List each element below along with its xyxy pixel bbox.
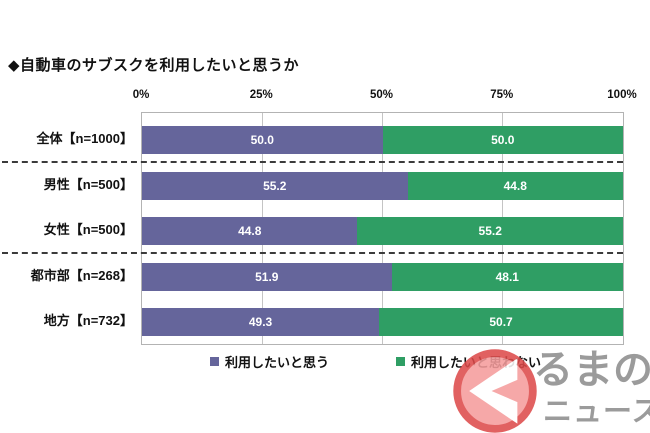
bar-segment: 55.2: [142, 171, 408, 200]
x-axis-tick: 75%: [490, 89, 514, 101]
bar-segment: 50.0: [142, 126, 383, 154]
x-axis-tick: 25%: [249, 89, 273, 101]
bar-value-label: 49.3: [248, 315, 273, 329]
bar-value-label: 44.8: [238, 224, 262, 238]
bar-row: 49.3 50.7: [142, 308, 623, 336]
bar-value-label: 51.9: [255, 269, 279, 284]
bar-segment: 51.9: [142, 262, 392, 291]
bar-row: 55.2 44.8: [142, 171, 623, 200]
x-axis-tick: 0%: [132, 89, 150, 101]
legend-item: 利用したいと思わない: [396, 352, 541, 371]
bar-segment: 50.7: [379, 308, 623, 336]
chart-title: ◆自動車のサブスクを利用したいと思うか: [8, 57, 300, 74]
x-axis-tick: 50%: [369, 89, 394, 101]
group-separator: [2, 160, 623, 163]
legend-swatch-icon: [396, 357, 405, 366]
bar-row: 50.0 50.0: [142, 126, 623, 154]
legend-label: 利用したいと思わない: [411, 355, 542, 370]
bar-row: 44.8 55.2: [142, 217, 623, 245]
legend-swatch-icon: [210, 357, 219, 366]
category-label: 男性【n=500】: [43, 176, 133, 192]
bar-value-label: 55.2: [263, 178, 287, 193]
bar-segment: 48.1: [391, 262, 623, 291]
x-axis: 0% 25% 50% 75% 100%: [133, 89, 637, 104]
bar-value-label: 50.7: [489, 315, 513, 329]
bar-segment: 44.8: [407, 171, 623, 200]
bar-value-label: 44.8: [503, 178, 527, 193]
bar-segment: 50.0: [382, 126, 623, 154]
bar-value-label: 55.2: [478, 224, 502, 238]
bar-row: 51.9 48.1: [142, 262, 623, 291]
bar-value-label: 48.1: [495, 269, 519, 284]
bar-segment: 55.2: [357, 217, 623, 245]
plot-area: 50.0 50.0 55.2 44.8 44.8 55.2 51.9 48.1 49.3 50.7: [141, 112, 624, 345]
legend-item: 利用したいと思う: [210, 352, 329, 371]
bar-value-label: 50.0: [250, 133, 274, 147]
watermark-text-line2: ニュース: [543, 396, 650, 428]
category-label: 地方【n=732】: [43, 313, 133, 328]
legend-label: 利用したいと思う: [225, 355, 330, 370]
group-separator: [2, 251, 623, 254]
category-label: 都市部【n=268】: [30, 267, 133, 283]
bar-value-label: 50.0: [491, 133, 515, 147]
category-label: 女性【n=500】: [43, 222, 133, 237]
bar-segment: 49.3: [142, 308, 380, 336]
watermark-text-line1: るまの: [533, 348, 650, 392]
bar-segment: 44.8: [142, 217, 358, 245]
x-axis-tick: 100%: [607, 89, 637, 101]
category-label: 全体【n=1000】: [36, 131, 133, 146]
